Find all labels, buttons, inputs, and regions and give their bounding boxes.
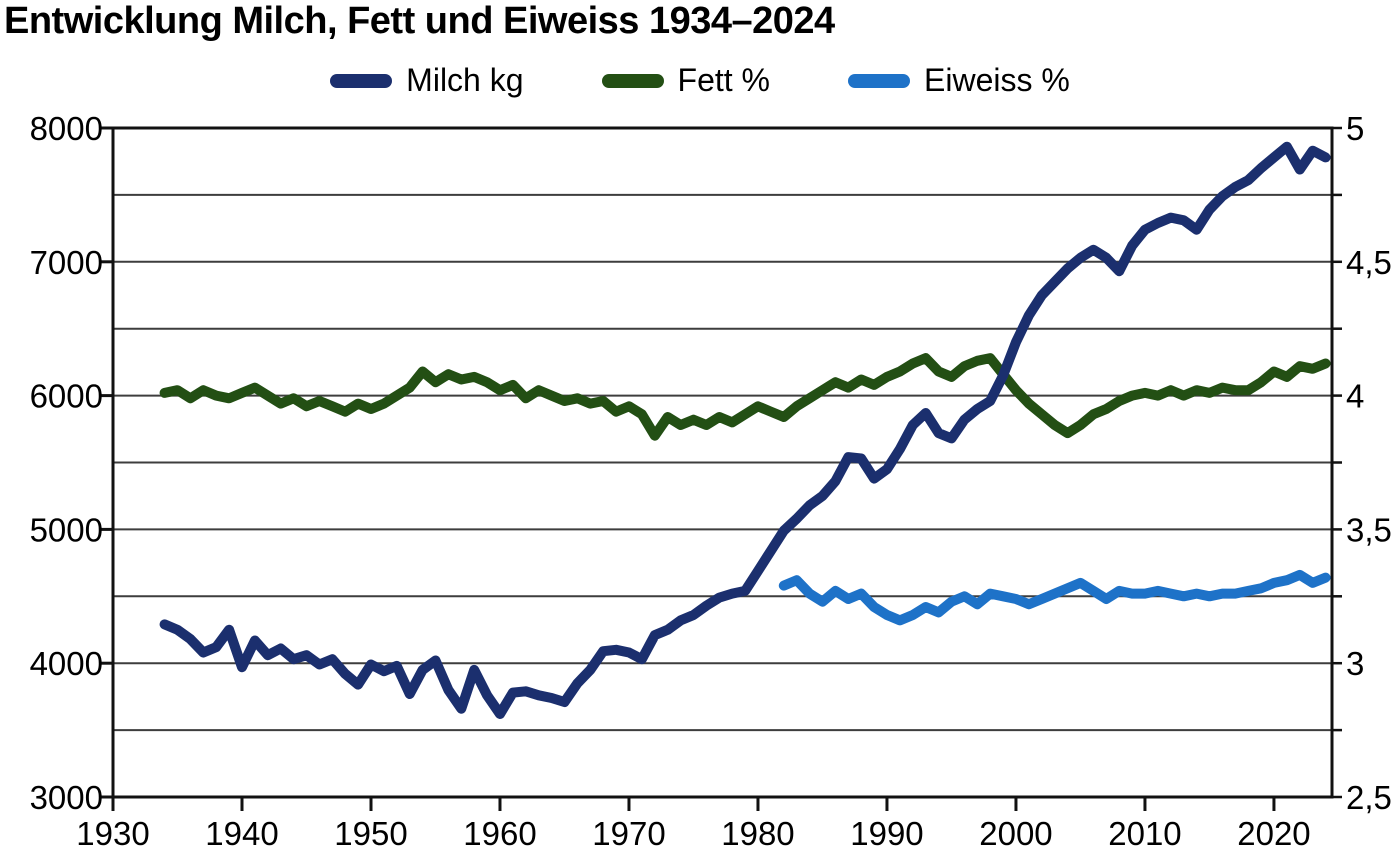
right-axis-label: 3 [1346, 645, 1364, 682]
x-axis-label: 1960 [463, 815, 536, 852]
legend-item-eiweiss: Eiweiss % [848, 62, 1070, 99]
chart-legend: Milch kg Fett % Eiweiss % [0, 62, 1400, 99]
right-axis-label: 4 [1346, 378, 1364, 415]
milch-legend-swatch-icon [330, 73, 393, 88]
x-axis-label: 1990 [850, 815, 923, 852]
x-axis-label: 1950 [334, 815, 407, 852]
series-line-fett [159, 353, 1331, 441]
left-axis-label: 7000 [30, 244, 103, 281]
x-axis-label: 2020 [1237, 815, 1310, 852]
eiweiss-legend-swatch-icon [848, 73, 910, 88]
x-axis-label: 2010 [1108, 815, 1181, 852]
legend-item-milch: Milch kg [330, 62, 524, 99]
left-axis-label: 4000 [30, 645, 103, 682]
left-axis-label: 6000 [30, 378, 103, 415]
legend-label-milch: Milch kg [406, 62, 524, 98]
series-line-eiweiss [778, 569, 1331, 626]
right-axis-label: 5 [1346, 110, 1364, 147]
legend-label-fett: Fett % [677, 62, 770, 98]
legend-label-eiweiss: Eiweiss % [924, 62, 1070, 98]
legend-item-fett: Fett % [601, 62, 770, 99]
right-axis-label: 3,5 [1346, 511, 1392, 548]
x-axis-label: 2000 [979, 815, 1052, 852]
x-axis-label: 1970 [592, 815, 665, 852]
x-axis-label: 1930 [76, 815, 149, 852]
left-axis-label: 8000 [30, 110, 103, 147]
chart-title: Entwicklung Milch, Fett und Eiweiss 1934… [4, 0, 835, 42]
fett-legend-swatch-icon [601, 73, 664, 88]
x-axis-label: 1940 [205, 815, 278, 852]
right-axis-label: 4,5 [1346, 244, 1392, 281]
right-axis-label: 2,5 [1346, 779, 1392, 816]
series-line-milch-kg [159, 141, 1331, 719]
left-axis-label: 3000 [30, 779, 103, 816]
x-axis-label: 1980 [721, 815, 794, 852]
left-axis-label: 5000 [30, 511, 103, 548]
